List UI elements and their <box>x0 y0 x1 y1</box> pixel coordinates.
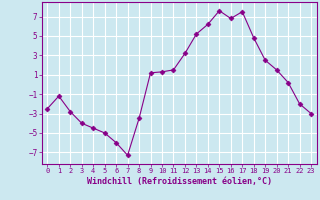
X-axis label: Windchill (Refroidissement éolien,°C): Windchill (Refroidissement éolien,°C) <box>87 177 272 186</box>
